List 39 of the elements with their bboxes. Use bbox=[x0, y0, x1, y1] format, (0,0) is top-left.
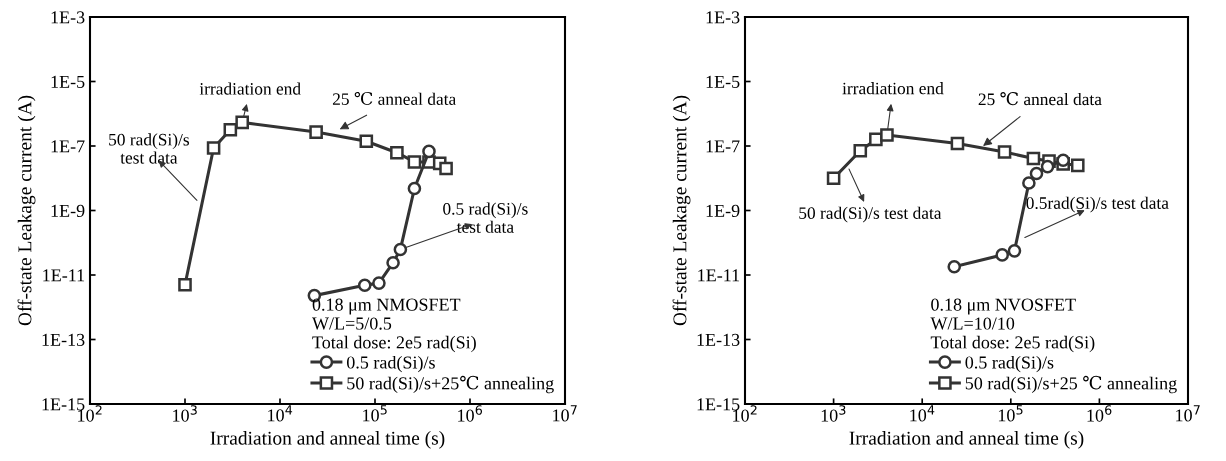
x-tick-label: 10$^{5}$ bbox=[998, 405, 1023, 422]
y-tick-label: 1E-11 bbox=[698, 269, 740, 282]
x-tick-label: 10$^{4}$ bbox=[268, 405, 293, 422]
legend-label: 0.5 rad(Si)/s bbox=[346, 355, 435, 373]
annotation: irradiation end bbox=[842, 82, 944, 95]
legend-title: 0.18 μm NMOSFET W/L=5/0.5 Total dose: 2e5 rad(Si) bbox=[311, 298, 476, 353]
y-tick-label: 1E-9 bbox=[51, 204, 85, 217]
x-tick-label: 10$^{7}$ bbox=[1176, 405, 1200, 422]
annotation: 25 ℃ anneal data bbox=[978, 92, 1102, 106]
x-tick-label: 10$^{6}$ bbox=[458, 405, 483, 422]
legend-title: 0.18 μm NVOSFET W/L=10/10 Total dose: 2e5 rad(Si) bbox=[930, 298, 1095, 353]
x-axis-title: Irradiation and anneal time (s) bbox=[849, 431, 1084, 449]
annotation: 25 ℃ anneal data bbox=[332, 91, 456, 106]
x-axis-title: Irradiation and anneal time (s) bbox=[210, 431, 445, 449]
y-axis-title: Off-state Leakage current (A) bbox=[17, 95, 36, 326]
y-tick-label: 1E-9 bbox=[706, 204, 740, 217]
annotation: 50 rad(Si)/s test data bbox=[799, 206, 942, 223]
legend-label: 0.5 rad(Si)/s bbox=[965, 355, 1054, 373]
y-tick-label: 1E-13 bbox=[42, 333, 85, 346]
y-tick-label: 1E-5 bbox=[706, 75, 740, 88]
legend-label: 50 rad(Si)/s+25℃ annealing bbox=[347, 375, 554, 394]
annotation: 50 rad(Si)/s test data bbox=[109, 133, 189, 164]
y-tick-label: 1E-3 bbox=[51, 11, 85, 24]
x-tick-label: 10$^{3}$ bbox=[821, 405, 846, 422]
y-tick-label: 1E-3 bbox=[706, 11, 740, 24]
x-tick-label: 10$^{3}$ bbox=[173, 405, 197, 422]
y-tick-label: 1E-7 bbox=[706, 140, 740, 153]
y-tick-label: 1E-13 bbox=[697, 333, 740, 346]
x-tick-label: 10$^{6}$ bbox=[1087, 405, 1112, 422]
x-tick-label: 10$^{5}$ bbox=[363, 405, 387, 422]
annotation: irradiation end bbox=[199, 82, 301, 95]
y-axis-title: Off-state Leakage current (A) bbox=[672, 95, 691, 326]
y-tick-label: 1E-5 bbox=[51, 75, 85, 88]
x-tick-label: 10$^{4}$ bbox=[910, 405, 935, 422]
y-tick-label: 1E-7 bbox=[51, 140, 85, 153]
legend-label: 50 rad(Si)/s+25 ℃ annealing bbox=[965, 375, 1177, 394]
y-tick-label: 1E-11 bbox=[43, 269, 85, 282]
x-tick-label: 10$^{7}$ bbox=[553, 405, 577, 422]
annotation: 0.5rad(Si)/s test data bbox=[1026, 196, 1169, 213]
